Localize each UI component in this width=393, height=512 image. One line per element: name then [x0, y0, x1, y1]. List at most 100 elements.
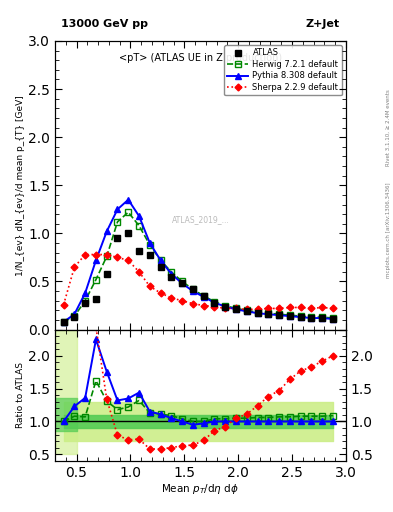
- Text: ATLAS_2019_...: ATLAS_2019_...: [172, 216, 229, 224]
- Herwig 7.2.1 default: [147, 242, 152, 248]
- Herwig 7.2.1 default: [94, 276, 98, 283]
- Sherpa 2.2.9 default: [105, 251, 109, 258]
- Herwig 7.2.1 default: [298, 313, 303, 319]
- Sherpa 2.2.9 default: [191, 301, 195, 307]
- Sherpa 2.2.9 default: [137, 269, 141, 275]
- Herwig 7.2.1 default: [137, 223, 141, 229]
- Sherpa 2.2.9 default: [266, 305, 271, 311]
- ATLAS: [201, 293, 206, 299]
- ATLAS: [83, 300, 88, 306]
- ATLAS: [309, 315, 314, 321]
- Sherpa 2.2.9 default: [244, 306, 249, 312]
- Line: Sherpa 2.2.9 default: Sherpa 2.2.9 default: [61, 252, 335, 312]
- Line: Pythia 8.308 default: Pythia 8.308 default: [61, 197, 336, 325]
- Sherpa 2.2.9 default: [158, 290, 163, 296]
- Text: Rivet 3.1.10, ≥ 2.4M events: Rivet 3.1.10, ≥ 2.4M events: [386, 90, 391, 166]
- Sherpa 2.2.9 default: [233, 305, 238, 311]
- ATLAS: [180, 281, 184, 287]
- Text: Z+Jet: Z+Jet: [306, 19, 340, 29]
- Pythia 8.308 default: [105, 228, 109, 234]
- Sherpa 2.2.9 default: [277, 305, 281, 311]
- Herwig 7.2.1 default: [191, 286, 195, 292]
- Pythia 8.308 default: [158, 257, 163, 263]
- Herwig 7.2.1 default: [83, 297, 88, 304]
- Herwig 7.2.1 default: [320, 314, 325, 320]
- Herwig 7.2.1 default: [233, 305, 238, 311]
- Herwig 7.2.1 default: [277, 311, 281, 317]
- Pythia 8.308 default: [83, 290, 88, 296]
- Herwig 7.2.1 default: [61, 319, 66, 325]
- Pythia 8.308 default: [61, 319, 66, 325]
- ATLAS: [266, 311, 271, 317]
- ATLAS: [223, 304, 228, 310]
- Pythia 8.308 default: [287, 313, 292, 319]
- ATLAS: [61, 319, 66, 325]
- Sherpa 2.2.9 default: [223, 305, 228, 311]
- Herwig 7.2.1 default: [212, 298, 217, 305]
- ATLAS: [115, 235, 120, 241]
- ATLAS: [126, 230, 130, 237]
- Y-axis label: Ratio to ATLAS: Ratio to ATLAS: [17, 362, 26, 428]
- Herwig 7.2.1 default: [201, 293, 206, 299]
- Sherpa 2.2.9 default: [298, 305, 303, 311]
- Herwig 7.2.1 default: [255, 309, 260, 315]
- Sherpa 2.2.9 default: [94, 251, 98, 258]
- Pythia 8.308 default: [72, 311, 77, 317]
- X-axis label: Mean $p_T$/d$\eta$ d$\phi$: Mean $p_T$/d$\eta$ d$\phi$: [162, 482, 239, 497]
- ATLAS: [277, 312, 281, 318]
- Herwig 7.2.1 default: [126, 209, 130, 215]
- Sherpa 2.2.9 default: [212, 304, 217, 310]
- ATLAS: [233, 306, 238, 312]
- Pythia 8.308 default: [147, 240, 152, 246]
- Sherpa 2.2.9 default: [83, 251, 88, 258]
- Line: ATLAS: ATLAS: [61, 230, 336, 325]
- ATLAS: [169, 273, 174, 280]
- Pythia 8.308 default: [331, 316, 335, 322]
- Pythia 8.308 default: [309, 315, 314, 321]
- Sherpa 2.2.9 default: [255, 306, 260, 312]
- Legend: ATLAS, Herwig 7.2.1 default, Pythia 8.308 default, Sherpa 2.2.9 default: ATLAS, Herwig 7.2.1 default, Pythia 8.30…: [224, 45, 342, 95]
- Pythia 8.308 default: [115, 206, 120, 212]
- Pythia 8.308 default: [169, 271, 174, 277]
- Sherpa 2.2.9 default: [61, 302, 66, 308]
- Sherpa 2.2.9 default: [180, 297, 184, 304]
- ATLAS: [105, 271, 109, 277]
- Pythia 8.308 default: [255, 310, 260, 316]
- ATLAS: [158, 264, 163, 270]
- Herwig 7.2.1 default: [105, 253, 109, 260]
- Sherpa 2.2.9 default: [287, 305, 292, 311]
- Pythia 8.308 default: [298, 314, 303, 320]
- ATLAS: [137, 248, 141, 254]
- Sherpa 2.2.9 default: [331, 305, 335, 311]
- ATLAS: [94, 296, 98, 302]
- Pythia 8.308 default: [233, 306, 238, 312]
- Sherpa 2.2.9 default: [72, 264, 77, 270]
- Sherpa 2.2.9 default: [147, 283, 152, 289]
- Herwig 7.2.1 default: [72, 313, 77, 319]
- Sherpa 2.2.9 default: [115, 254, 120, 261]
- Sherpa 2.2.9 default: [126, 257, 130, 263]
- Pythia 8.308 default: [201, 294, 206, 300]
- ATLAS: [287, 313, 292, 319]
- Herwig 7.2.1 default: [266, 310, 271, 316]
- ATLAS: [244, 308, 249, 314]
- Pythia 8.308 default: [320, 315, 325, 321]
- Pythia 8.308 default: [137, 213, 141, 219]
- Pythia 8.308 default: [266, 311, 271, 317]
- ATLAS: [255, 310, 260, 316]
- Herwig 7.2.1 default: [244, 307, 249, 313]
- Herwig 7.2.1 default: [180, 279, 184, 285]
- ATLAS: [298, 314, 303, 320]
- Pythia 8.308 default: [94, 257, 98, 263]
- ATLAS: [212, 300, 217, 306]
- Herwig 7.2.1 default: [115, 219, 120, 225]
- Sherpa 2.2.9 default: [201, 303, 206, 309]
- Herwig 7.2.1 default: [223, 303, 228, 309]
- Sherpa 2.2.9 default: [320, 305, 325, 311]
- ATLAS: [72, 314, 77, 320]
- Text: mcplots.cern.ch [arXiv:1306.3436]: mcplots.cern.ch [arXiv:1306.3436]: [386, 183, 391, 278]
- Pythia 8.308 default: [126, 197, 130, 203]
- Herwig 7.2.1 default: [287, 312, 292, 318]
- Sherpa 2.2.9 default: [309, 305, 314, 311]
- Pythia 8.308 default: [244, 308, 249, 314]
